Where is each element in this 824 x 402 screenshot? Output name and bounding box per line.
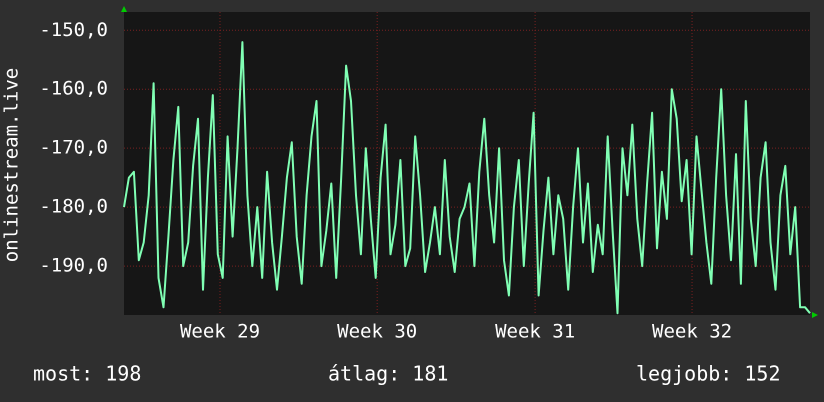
y-tick-label: -190,0 bbox=[39, 255, 108, 277]
axis-arrow bbox=[121, 6, 127, 12]
y-axis-label: onlinestream.live bbox=[1, 68, 23, 262]
y-tick-label: -150,0 bbox=[39, 19, 108, 41]
data-line bbox=[123, 41, 811, 315]
y-tick-label: -170,0 bbox=[39, 137, 108, 159]
y-tick-label: -180,0 bbox=[39, 196, 108, 218]
axis-arrow bbox=[812, 312, 818, 318]
x-tick-label: Week 30 bbox=[337, 321, 417, 343]
x-tick-label: Week 29 bbox=[180, 321, 260, 343]
footer-best: legjobb: 152 bbox=[636, 362, 781, 386]
y-tick-label: -160,0 bbox=[39, 78, 108, 100]
x-tick-label: Week 32 bbox=[652, 321, 732, 343]
x-tick-label: Week 31 bbox=[495, 321, 575, 343]
footer-average: átlag: 181 bbox=[328, 362, 448, 386]
footer-current: most: 198 bbox=[33, 362, 141, 386]
